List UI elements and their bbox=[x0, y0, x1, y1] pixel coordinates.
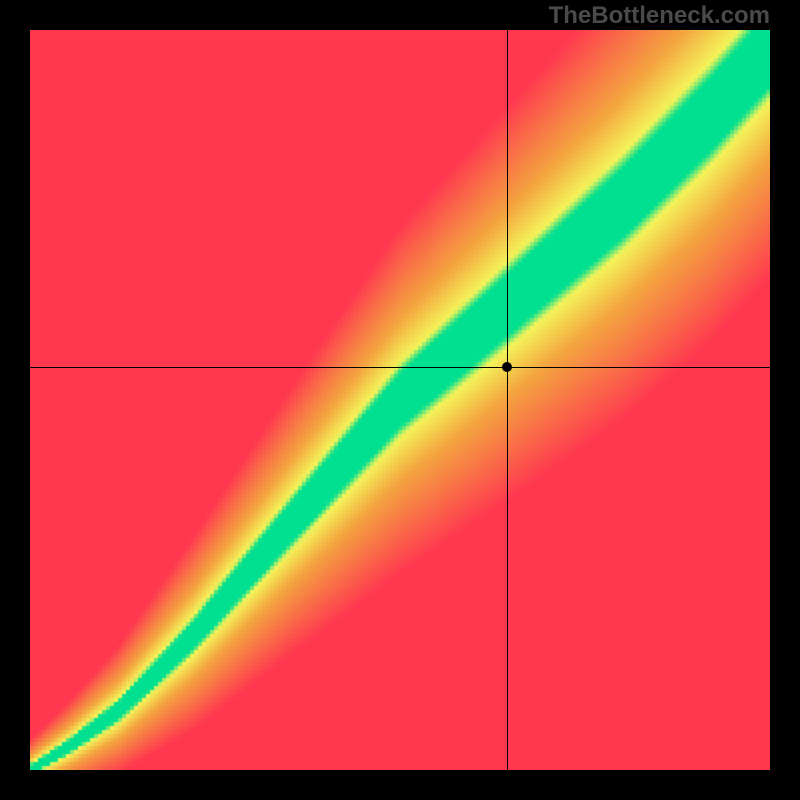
crosshair-horizontal bbox=[30, 367, 770, 368]
watermark-text: TheBottleneck.com bbox=[549, 2, 770, 30]
marker-dot bbox=[502, 362, 512, 372]
bottleneck-heatmap bbox=[30, 30, 770, 770]
crosshair-vertical bbox=[507, 30, 508, 770]
chart-container: TheBottleneck.com bbox=[0, 0, 800, 800]
